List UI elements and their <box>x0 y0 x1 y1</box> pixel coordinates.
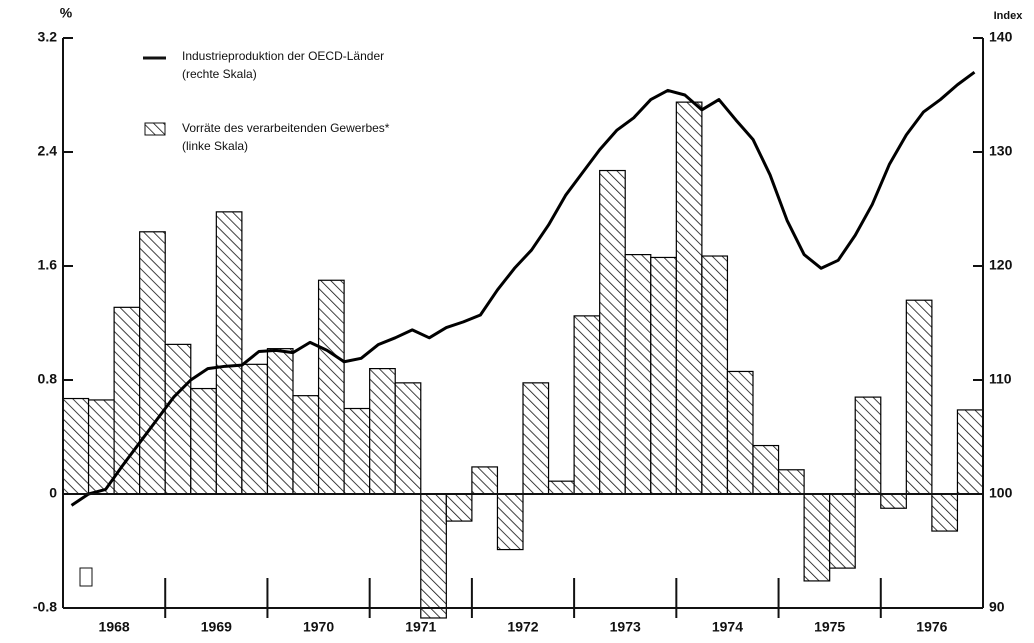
legend-label: Industrieproduktion der OECD-Länder <box>182 49 384 63</box>
bar <box>650 256 677 495</box>
y-tick-label: 2.4 <box>38 143 58 159</box>
y2-tick-label: 130 <box>989 143 1013 159</box>
bar <box>241 363 269 495</box>
legend-swatch <box>144 122 166 136</box>
x-tick-label: 1976 <box>916 619 947 635</box>
bar <box>317 279 345 495</box>
bar <box>62 397 90 495</box>
y2-tick-label: 140 <box>989 29 1013 45</box>
x-tick-label: 1973 <box>610 619 641 635</box>
x-tick-label: 1974 <box>712 619 743 635</box>
bar <box>164 343 192 495</box>
bar <box>113 306 141 495</box>
bar <box>803 493 831 582</box>
line <box>70 70 976 507</box>
bar <box>215 211 243 495</box>
x-tick-label: 1969 <box>201 619 232 635</box>
y2-tick-label: 120 <box>989 257 1013 273</box>
x-tick-label: 1975 <box>814 619 845 635</box>
x-tick-label: 1968 <box>99 619 130 635</box>
y2-tick-label: 100 <box>989 485 1013 501</box>
bar <box>420 493 447 619</box>
bar <box>87 399 115 495</box>
bar <box>573 315 601 495</box>
legend-note: (rechte Skala) <box>182 67 257 81</box>
bar <box>752 444 780 495</box>
bar <box>956 409 984 495</box>
bar <box>394 382 422 495</box>
bar <box>369 368 396 495</box>
bar <box>829 493 856 569</box>
bar <box>522 382 550 495</box>
bar <box>624 254 652 495</box>
y2-axis-label: Index <box>994 10 1024 22</box>
bar <box>701 255 729 495</box>
bar <box>292 395 320 495</box>
bar <box>139 231 166 495</box>
bar <box>471 466 499 495</box>
logo-icon <box>79 567 93 587</box>
x-tick-label: 1971 <box>405 619 436 635</box>
bar <box>266 348 294 495</box>
bar <box>726 370 754 495</box>
bar <box>880 493 907 509</box>
bar <box>931 493 959 532</box>
y-tick-label: 3.2 <box>38 29 58 45</box>
x-tick-label: 1972 <box>507 619 538 635</box>
bar <box>905 299 933 495</box>
y-tick-label: 0 <box>49 485 57 501</box>
y-tick-label: 1.6 <box>38 257 58 273</box>
legend-label: Vorräte des verarbeitenden Gewerbes* <box>182 121 390 135</box>
legend-note: (linke Skala) <box>182 139 248 153</box>
bar <box>190 387 217 495</box>
y-tick-label: -0.8 <box>33 599 57 615</box>
bar <box>777 469 805 495</box>
y2-tick-label: 90 <box>989 599 1005 615</box>
bar <box>854 396 882 495</box>
y-axis-label: % <box>60 5 73 21</box>
y-tick-label: 0.8 <box>38 371 58 387</box>
bar <box>496 493 524 551</box>
bar <box>343 407 371 495</box>
bar <box>675 101 703 495</box>
bar <box>599 169 626 495</box>
x-tick-label: 1970 <box>303 619 334 635</box>
bar <box>445 493 473 522</box>
bar <box>547 480 575 495</box>
legend: Industrieproduktion der OECD-Länder (rec… <box>143 49 390 153</box>
y2-tick-label: 110 <box>989 371 1012 387</box>
